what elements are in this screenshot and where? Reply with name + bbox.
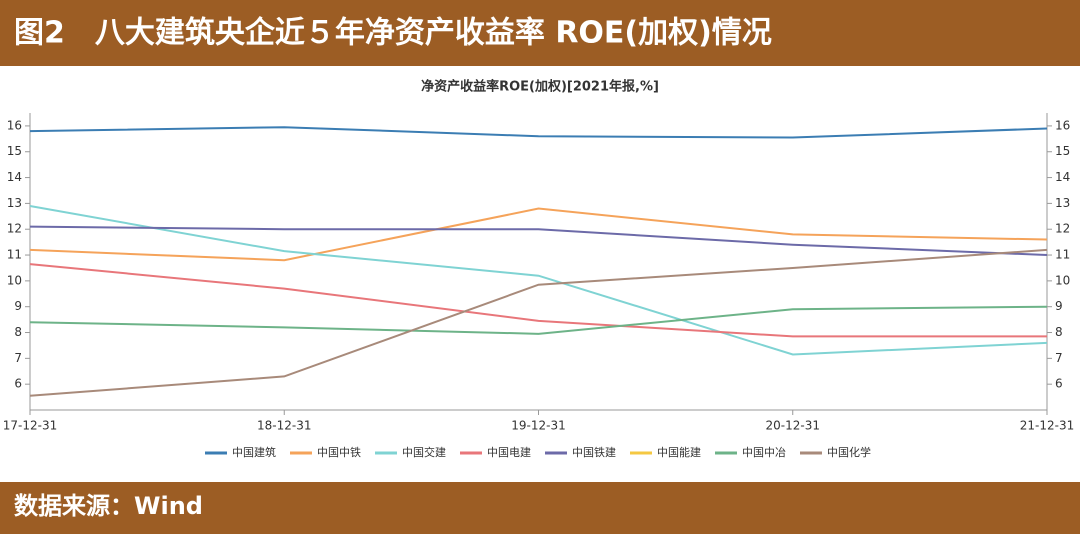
y-tick-label: 12 (7, 222, 22, 236)
series-line (29, 263, 1047, 338)
y2-tick-label: 11 (1055, 248, 1070, 262)
legend-label: 中国化学 (827, 445, 871, 459)
y-tick-label: 11 (7, 248, 22, 262)
legend-label: 中国交建 (402, 445, 446, 459)
footer-band (0, 482, 1080, 534)
header-title: 图2 八大建筑央企近５年净资产收益率 ROE(加权)情况 (14, 16, 772, 51)
series-line (29, 207, 1048, 262)
y-tick-label: 6 (14, 377, 22, 391)
series-line (29, 225, 1048, 257)
series-line (29, 248, 1048, 397)
y-tick-label: 9 (14, 299, 22, 313)
x-tick-label: 20-12-31 (766, 419, 820, 433)
series-line (29, 305, 1048, 335)
header-band (0, 0, 1080, 66)
y-tick-label: 13 (7, 196, 22, 210)
x-tick-label: 19-12-31 (511, 419, 565, 433)
y2-tick-label: 15 (1055, 144, 1070, 158)
y2-tick-label: 7 (1055, 351, 1063, 365)
y2-tick-label: 13 (1055, 196, 1070, 210)
y2-tick-label: 14 (1055, 170, 1070, 184)
legend-label: 中国能建 (657, 445, 701, 459)
chart-title: 净资产收益率ROE(加权)[2021年报,%] (421, 79, 659, 95)
y-tick-label: 14 (7, 170, 22, 184)
y-tick-label: 7 (14, 351, 22, 365)
x-tick-label: 21-12-31 (1020, 419, 1074, 433)
y-tick-label: 16 (7, 118, 22, 132)
y-tick-label: 15 (7, 144, 22, 158)
y2-tick-label: 16 (1055, 118, 1070, 132)
y-tick-label: 10 (7, 273, 22, 287)
y2-tick-label: 8 (1055, 325, 1063, 339)
y2-tick-label: 12 (1055, 222, 1070, 236)
source-note: 数据来源：Wind (14, 492, 203, 520)
legend-label: 中国建筑 (232, 445, 276, 459)
y2-tick-label: 6 (1055, 377, 1063, 391)
series-line (29, 204, 1048, 356)
x-tick-label: 18-12-31 (257, 419, 311, 433)
legend-label: 中国电建 (487, 445, 531, 459)
series-line (29, 126, 1048, 139)
y-tick-label: 8 (14, 325, 22, 339)
legend-label: 中国铁建 (572, 445, 616, 459)
legend-label: 中国中冶 (742, 445, 786, 459)
y2-tick-label: 9 (1055, 299, 1063, 313)
legend-label: 中国中铁 (317, 446, 361, 459)
x-tick-label: 17-12-31 (3, 419, 57, 433)
y2-tick-label: 10 (1055, 273, 1070, 287)
